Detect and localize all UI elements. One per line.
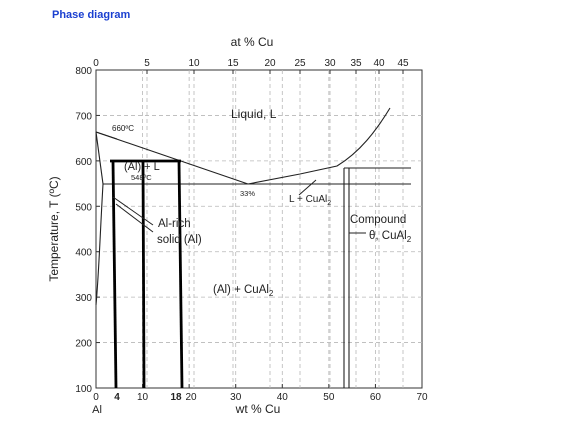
top-tick-label: 25 <box>294 58 306 69</box>
leader-al-rich-2 <box>115 203 154 233</box>
label-compound-2: θ, CuAl2 <box>369 230 412 244</box>
x-tick-label: 10 <box>137 392 149 403</box>
bottom-axis-title: wt % Cu <box>235 402 281 416</box>
bold-vertical-18 <box>177 160 184 389</box>
label-al-plus-l: (Al) + L <box>124 161 160 173</box>
top-tick-label: 30 <box>324 58 336 69</box>
solidus <box>95 131 104 185</box>
melting-wedge <box>95 131 118 140</box>
x-tick-label: 70 <box>416 392 428 403</box>
x-tick-label: 50 <box>323 392 335 403</box>
x-tick-label: 30 <box>230 392 242 403</box>
top-tick-label: 10 <box>188 58 200 69</box>
left-axis-title: Temperature, T (ºC) <box>47 176 61 281</box>
plot-frame <box>95 69 423 389</box>
top-tick-label: 20 <box>264 58 276 69</box>
page-title: Phase diagram <box>52 9 131 21</box>
top-tick-label: 0 <box>93 58 99 69</box>
liquidus-left <box>95 131 249 185</box>
bold-vertical-10 <box>141 160 146 389</box>
x-tick-label-bold: 18 <box>170 392 182 403</box>
x-tick-label: 60 <box>370 392 382 403</box>
top-tick-label: 45 <box>397 58 409 69</box>
top-tick-label: 40 <box>373 58 385 69</box>
y-tick-label: 100 <box>75 384 92 395</box>
origin-label-al: Al <box>92 404 102 416</box>
label-al-rich-2: solid (Al) <box>157 234 202 246</box>
y-tick-label: 800 <box>75 66 92 77</box>
label-eutectic-comp: 33% <box>240 189 255 198</box>
x-tick-label: 20 <box>185 392 197 403</box>
label-melting-point: 660ºC <box>112 124 134 133</box>
x-tick-label-bold: 4 <box>114 392 120 403</box>
x-tick-label: 40 <box>277 392 289 403</box>
y-tick-label: 700 <box>75 111 92 122</box>
y-tick-label: 200 <box>75 339 92 350</box>
leader-lines <box>112 179 366 234</box>
top-axis-title: at % Cu <box>231 35 274 49</box>
label-liquid: Liquid, L <box>231 107 277 121</box>
solvus <box>95 183 104 306</box>
label-eutectic-temp: 548ºC <box>131 173 152 182</box>
top-tick-label: 15 <box>227 58 239 69</box>
label-compound-1: Compound <box>350 214 406 226</box>
y-tick-label: 600 <box>75 157 92 168</box>
top-tick-label: 5 <box>144 58 150 69</box>
leader-l-cual2 <box>298 179 317 196</box>
composition-lines <box>110 159 184 389</box>
y-tick-label: 300 <box>75 293 92 304</box>
x-tick-label: 0 <box>93 392 99 403</box>
bold-vertical-4 <box>111 160 118 389</box>
top-tick-label: 35 <box>350 58 362 69</box>
y-tick-label: 500 <box>75 202 92 213</box>
liquidus-right <box>247 107 391 185</box>
label-l-plus-cual2: L + CuAl2 <box>289 194 331 207</box>
leader-al-rich-1 <box>112 196 154 226</box>
y-tick-label: 400 <box>75 248 92 259</box>
grid <box>96 70 422 388</box>
label-al-rich-1: Al-rich <box>158 218 191 230</box>
phase-boundaries <box>95 107 411 388</box>
label-two-phase: (Al) + CuAl2 <box>213 284 274 298</box>
